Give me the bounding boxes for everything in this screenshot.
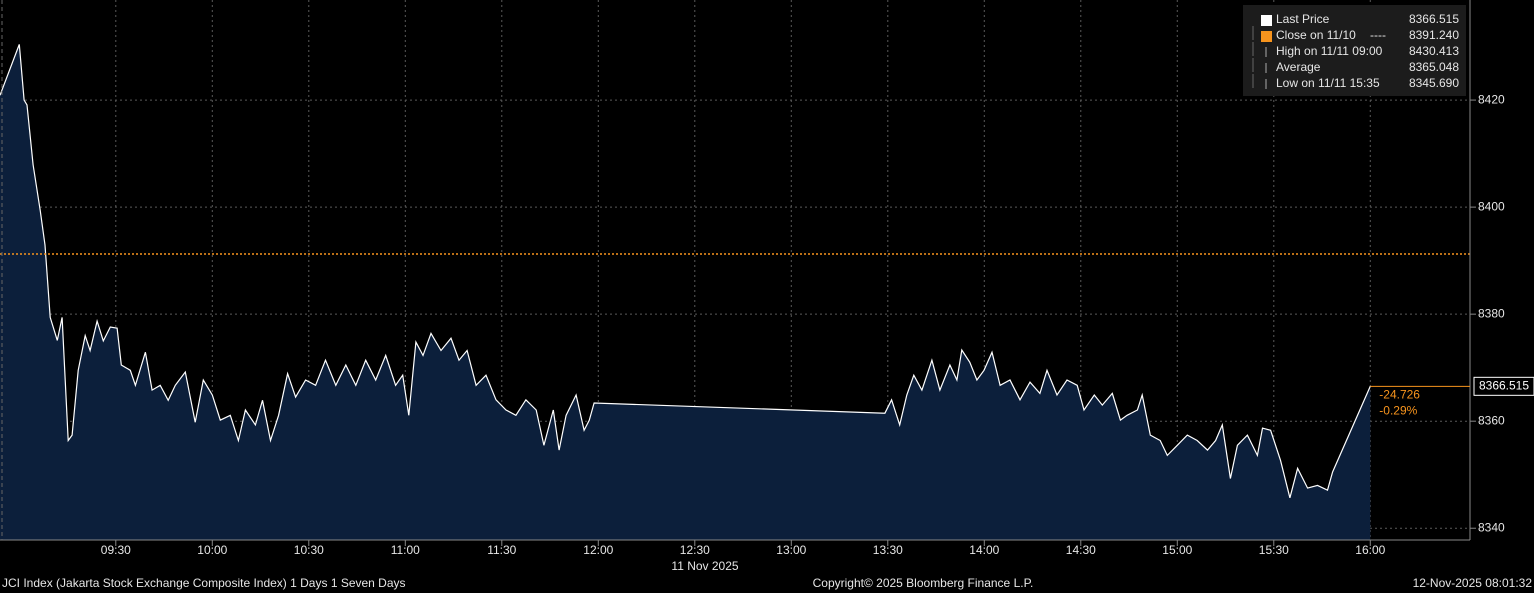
plot	[0, 44, 1470, 541]
legend: Last Price 8366.515 Close on 11/10 ---- 8391…	[1243, 5, 1466, 96]
x-tick-label: 11:00	[391, 543, 420, 557]
axes: 8340 8360 8380 8400 8420 09:30 10:00 10:30 11:00…	[101, 92, 1534, 557]
legend-label: High on 11/11 09:00	[1276, 44, 1383, 58]
y-tick-label: 8380	[1478, 306, 1505, 320]
legend-label: Average	[1276, 60, 1321, 74]
change-pct-label: -0.29%	[1379, 403, 1417, 417]
legend-swatch	[1261, 15, 1272, 26]
y-tick-label: 8420	[1478, 92, 1505, 106]
x-tick-label: 09:30	[101, 543, 131, 557]
legend-box	[1243, 5, 1466, 96]
legend-swatch	[1261, 31, 1272, 42]
legend-line-sample: ----	[1370, 28, 1386, 42]
legend-value: 8345.690	[1409, 76, 1459, 90]
y-tick-label: 8400	[1478, 199, 1505, 213]
legend-label: Low on 11/11 15:35	[1276, 76, 1380, 90]
x-tick-label: 15:00	[1162, 543, 1192, 557]
x-tick-label: 14:00	[969, 543, 999, 557]
legend-value: 8365.048	[1409, 60, 1459, 74]
x-tick-label: 16:00	[1355, 543, 1385, 557]
x-tick-label: 15:30	[1259, 543, 1289, 557]
legend-value: 8366.515	[1409, 12, 1459, 26]
legend-label: Last Price	[1276, 12, 1330, 26]
y-tick-label: 8340	[1478, 520, 1505, 534]
footer-center: Copyright© 2025 Bloomberg Finance L.P.	[813, 576, 1034, 590]
legend-label: Close on 11/10	[1276, 28, 1356, 42]
legend-value: 8391.240	[1409, 28, 1459, 42]
area-fill	[0, 44, 1371, 541]
x-tick-label: 10:30	[294, 543, 324, 557]
price-line	[0, 44, 1371, 498]
x-tick-label: 13:30	[873, 543, 903, 557]
x-tick-label: 13:00	[776, 543, 806, 557]
x-tick-label: 10:00	[197, 543, 227, 557]
footer-right: 12-Nov-2025 08:01:32	[1413, 576, 1533, 590]
y-tick-label: 8360	[1478, 413, 1505, 427]
x-tick-label: 14:30	[1066, 543, 1096, 557]
last-price-box	[1473, 376, 1534, 396]
x-tick-label: 11:30	[487, 543, 516, 557]
date-label: 11 Nov 2025	[671, 559, 738, 573]
footer-left: JCI Index (Jakarta Stock Exchange Compos…	[2, 576, 406, 590]
last-price-label: 8366.515	[1479, 378, 1529, 392]
change-label: -24.726	[1379, 387, 1420, 401]
legend-value: 8430.413	[1409, 44, 1459, 58]
x-tick-label: 12:00	[583, 543, 613, 557]
x-tick-label: 12:30	[680, 543, 710, 557]
